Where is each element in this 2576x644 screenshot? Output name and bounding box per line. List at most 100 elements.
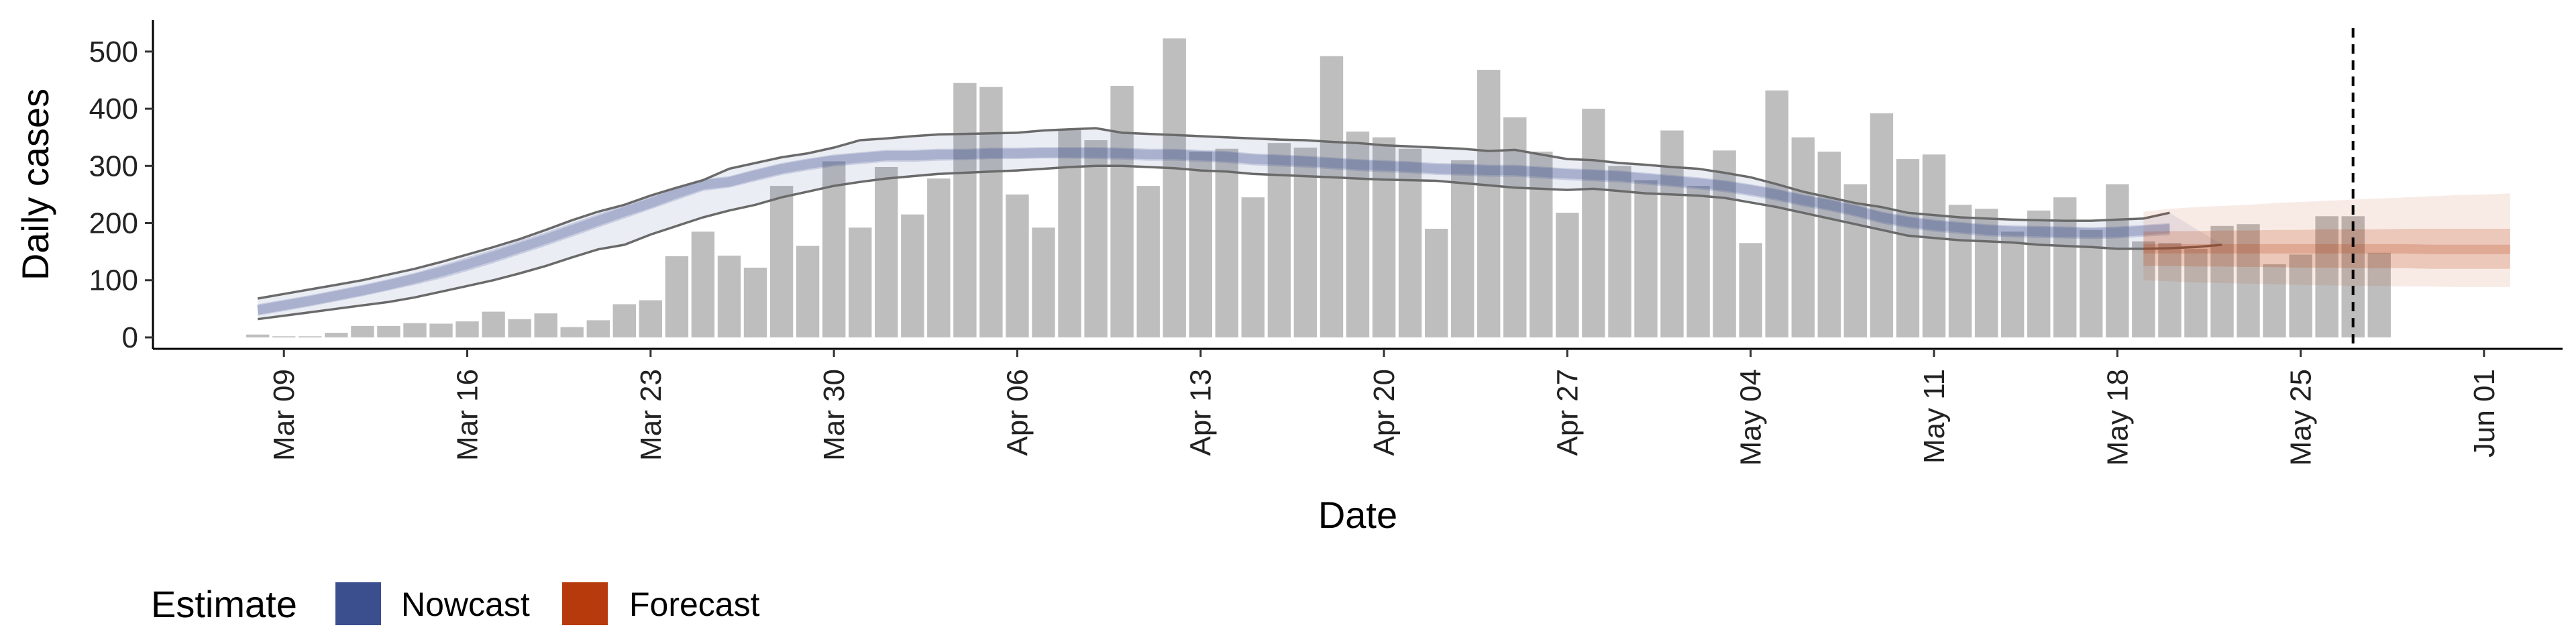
bar xyxy=(743,268,767,337)
bar xyxy=(639,300,662,337)
bar xyxy=(1032,227,1055,337)
bar xyxy=(1451,160,1474,338)
estimate-bands xyxy=(256,127,2510,321)
forecast-median-line xyxy=(2143,244,2510,254)
bar xyxy=(717,256,741,337)
bar xyxy=(612,304,636,337)
bar xyxy=(1425,229,1448,337)
bar xyxy=(1686,186,1710,337)
x-tick-label: Mar 30 xyxy=(818,369,851,461)
nowcast-upper-bound-line xyxy=(257,127,2170,300)
x-tick-label: Apr 13 xyxy=(1185,369,1218,456)
bar xyxy=(1843,184,1867,337)
bar xyxy=(2289,254,2312,337)
x-tick-label: May 11 xyxy=(1918,369,1951,464)
bar xyxy=(2132,241,2155,337)
bar xyxy=(1634,180,1658,337)
x-tick-label: Mar 23 xyxy=(635,369,667,461)
bar xyxy=(1529,152,1553,337)
y-tick-label: 100 xyxy=(89,264,138,297)
axes: 0 100 200 300 400 500 Mar 09 Mar 16 Mar 23 Mar 3… xyxy=(89,20,2563,466)
bar xyxy=(2184,248,2208,337)
nowcast-median-line xyxy=(256,148,2170,315)
bar xyxy=(482,311,505,337)
bar xyxy=(246,334,270,337)
nowcast-outer-band xyxy=(258,128,2222,319)
y-tick-label: 0 xyxy=(122,321,138,354)
bar xyxy=(822,161,846,337)
bar xyxy=(769,186,794,337)
bar xyxy=(2158,243,2182,337)
bar xyxy=(1608,166,1631,337)
x-tick-label: Apr 06 xyxy=(1001,369,1034,456)
bar xyxy=(1896,159,1920,337)
bar xyxy=(979,87,1003,337)
bar xyxy=(1713,150,1736,338)
y-tick-label: 200 xyxy=(89,207,138,240)
forecast-inner-band xyxy=(2143,229,2510,269)
bar xyxy=(586,320,610,337)
bar xyxy=(1293,148,1318,337)
bar xyxy=(377,325,400,337)
x-tick-label: Jun 01 xyxy=(2468,369,2501,458)
x-tick-label: May 25 xyxy=(2285,369,2318,466)
bar xyxy=(2053,197,2077,337)
bar xyxy=(272,336,296,337)
bar xyxy=(1346,131,1370,337)
bar xyxy=(1372,137,1396,337)
legend-title: Estimate xyxy=(151,583,297,625)
bar xyxy=(796,246,820,337)
y-ticks: 0 100 200 300 400 500 xyxy=(89,36,153,354)
bar xyxy=(1503,117,1527,337)
bar xyxy=(2237,224,2260,337)
bar xyxy=(1739,243,1762,337)
legend-label-nowcast: Nowcast xyxy=(401,586,530,623)
bar xyxy=(1163,38,1186,338)
x-tick-label: Mar 16 xyxy=(451,369,484,461)
bar xyxy=(1556,213,1579,337)
x-tick-label: May 04 xyxy=(1735,369,1768,466)
bar xyxy=(1084,140,1108,337)
bar xyxy=(1477,70,1501,337)
bar xyxy=(901,214,924,337)
bar xyxy=(691,231,715,337)
bar xyxy=(325,333,348,337)
legend-key-forecast xyxy=(562,582,608,625)
bar xyxy=(2367,252,2391,337)
bar xyxy=(1189,152,1212,337)
bar xyxy=(1765,90,1788,337)
bar xyxy=(1660,130,1684,337)
bar xyxy=(927,178,951,337)
nowcast-lower-bound-line xyxy=(257,164,2222,321)
bar xyxy=(351,325,374,337)
bar xyxy=(1948,205,1972,337)
bar xyxy=(875,167,898,337)
bar xyxy=(2000,231,2025,337)
bar xyxy=(2106,184,2129,337)
bar xyxy=(1791,137,1815,337)
x-tick-label: Mar 09 xyxy=(268,369,301,461)
y-tick-label: 500 xyxy=(89,36,138,68)
bar xyxy=(1215,148,1238,337)
bar xyxy=(299,336,322,337)
y-axis-title: Daily cases xyxy=(14,89,56,280)
bar xyxy=(849,227,872,337)
legend: Estimate Nowcast Forecast xyxy=(151,582,760,625)
bar xyxy=(2315,216,2339,337)
bar xyxy=(1974,209,1998,337)
bar xyxy=(1922,154,1946,338)
bar xyxy=(1817,152,1841,337)
forecast-outer-band xyxy=(2143,193,2510,287)
legend-key-nowcast xyxy=(335,582,381,625)
bar xyxy=(1582,109,1605,337)
bar xyxy=(534,313,557,337)
legend-label-forecast: Forecast xyxy=(629,586,760,623)
bar xyxy=(508,319,531,337)
x-tick-label: Apr 20 xyxy=(1368,369,1401,456)
bar xyxy=(1241,197,1265,337)
bar xyxy=(429,323,453,337)
bar xyxy=(1058,128,1081,337)
x-ticks: Mar 09 Mar 16 Mar 23 Mar 30 Apr 06 Apr 13 Apr … xyxy=(268,349,2501,466)
bar xyxy=(953,83,977,337)
